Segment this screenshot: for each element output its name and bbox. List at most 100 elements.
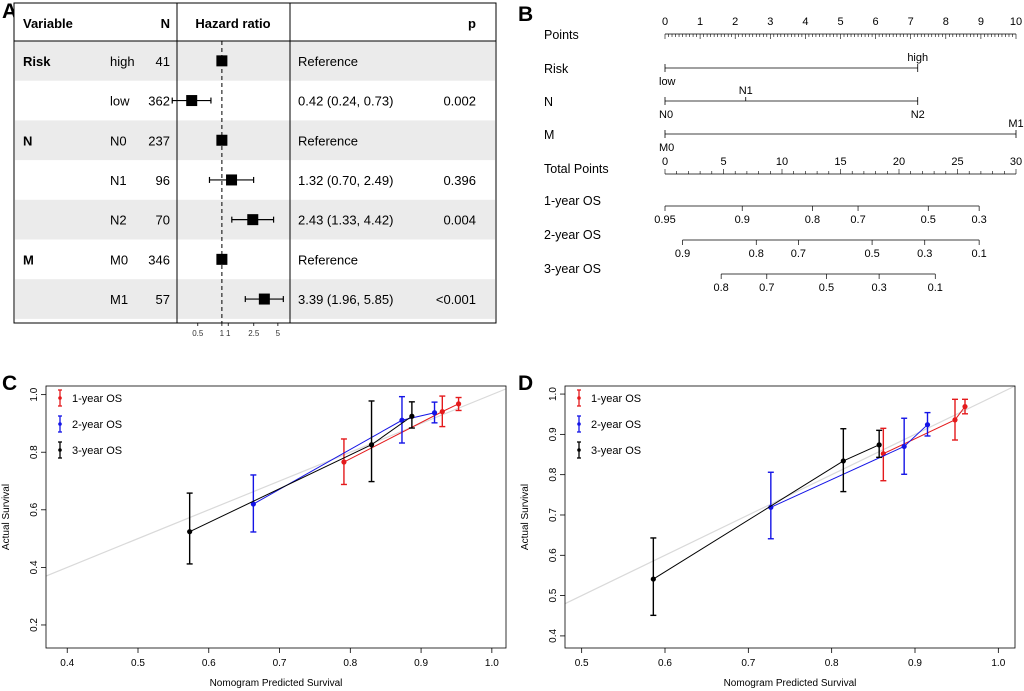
x-tick-label: 0.9 (908, 658, 922, 669)
data-point (399, 417, 405, 423)
x-tick-label: 1.0 (991, 658, 1005, 669)
variable-level-label: N0 (659, 109, 673, 121)
data-point (341, 459, 347, 465)
plot-frame (564, 385, 1016, 649)
legend-label: 3-year OS (591, 445, 641, 457)
x-tick-label: 0.6 (202, 658, 216, 669)
row-estimate: 2.43 (1.33, 4.42) (298, 213, 393, 228)
row-n: 362 (148, 94, 170, 109)
y-tick-label: 0.6 (548, 548, 559, 562)
legend-point (58, 448, 62, 452)
row-n: 96 (156, 173, 170, 188)
legend-point (577, 448, 581, 452)
data-point (962, 403, 968, 410)
data-point (431, 410, 438, 416)
panel-label-a: A (2, 0, 18, 23)
data-point (840, 458, 846, 464)
axis-label: 20 (893, 156, 905, 168)
prob-label: 0.1 (971, 248, 986, 260)
data-point (439, 409, 445, 415)
row-level: N1 (110, 173, 127, 188)
row-band (15, 120, 495, 161)
ideal-diagonal (564, 385, 1016, 605)
nomogram-row-label: Points (544, 28, 579, 42)
y-axis-label: Actual Survival (1, 484, 12, 550)
row-p-value: 0.004 (443, 213, 476, 228)
data-point (768, 504, 774, 510)
axis-label: 5 (720, 156, 726, 168)
axis-label: 1 (697, 16, 703, 28)
x-tick-label: 0.8 (825, 658, 839, 669)
prob-label: 0.5 (864, 248, 879, 260)
data-point (187, 529, 193, 535)
legend-label: 2-year OS (591, 419, 641, 431)
data-point (876, 442, 882, 448)
variable-level-label: high (907, 52, 928, 64)
hazard-point (186, 95, 198, 107)
hazard-point (258, 293, 270, 305)
header-variable: Variable (23, 16, 73, 31)
ideal-diagonal (45, 388, 507, 577)
prob-label: 0.1 (928, 282, 943, 294)
nomogram-row-label: 2-year OS (544, 228, 601, 242)
x-tick-label: 0.5 (131, 658, 145, 669)
row-n: 237 (148, 133, 170, 148)
axis-label: 30 (1010, 156, 1022, 168)
row-n: 70 (156, 213, 170, 228)
legend-point (58, 396, 62, 400)
axis-label: 8 (943, 16, 949, 28)
y-tick-label: 0.2 (29, 618, 40, 632)
row-p-value: <0.001 (436, 292, 476, 307)
hazard-point (226, 174, 238, 186)
row-n: 346 (148, 252, 170, 267)
hazard-point (247, 214, 259, 226)
row-level: high (110, 54, 135, 69)
row-level: M1 (110, 292, 128, 307)
y-tick-label: 0.8 (29, 445, 40, 459)
row-p-value: 0.002 (443, 94, 476, 109)
row-estimate: Reference (298, 252, 358, 267)
y-tick-label: 0.6 (29, 502, 40, 516)
row-group: N (23, 133, 32, 148)
axis-label: 5 (837, 16, 843, 28)
calibration-plot-d: 0.5 0.6 0.7 0.8 0.9 1.0 0.4 0.5 0.6 0.7 0.8 0.9 1.0 N… (520, 385, 1016, 689)
prob-label: 0.95 (654, 214, 675, 226)
y-tick-label: 0.8 (548, 467, 559, 481)
row-estimate: 3.39 (1.96, 5.85) (298, 292, 393, 307)
data-point (250, 501, 256, 507)
prob-label: 0.9 (735, 214, 750, 226)
axis-tick-label: 5 (276, 329, 281, 338)
y-tick-label: 1.0 (548, 387, 559, 401)
y-tick-label: 0.4 (548, 629, 559, 643)
row-level: N2 (110, 213, 127, 228)
row-estimate: Reference (298, 133, 358, 148)
row-estimate: 1.32 (0.70, 2.49) (298, 173, 393, 188)
variable-level-label: N1 (739, 85, 753, 97)
y-tick-label: 0.4 (29, 560, 40, 574)
prob-label: 0.7 (759, 282, 774, 294)
prob-label: 0.5 (819, 282, 834, 294)
row-band (15, 41, 495, 81)
axis-label: 10 (776, 156, 788, 168)
series-line (653, 444, 880, 580)
axis-label: 0 (662, 16, 668, 28)
calibration-plot-c: 0.4 0.5 0.6 0.7 0.8 0.9 1.0 0.2 0.4 0.6 0.8 1.0 Nomo… (1, 385, 507, 689)
prob-label: 0.9 (675, 248, 690, 260)
header-n: N (161, 16, 170, 31)
data-point (650, 576, 656, 582)
prob-label: 0.3 (917, 248, 932, 260)
data-point (455, 401, 462, 407)
axis-label: 6 (873, 16, 879, 28)
nomogram-row-label: N (544, 95, 553, 109)
nomogram: Points 0 1 2 3 4 5 6 7 8 9 10 Risk low high N N0 N1 N2 M M0 M… (544, 16, 1024, 294)
hazard-point (216, 134, 228, 146)
variable-level-label: low (659, 76, 676, 88)
axis-tick-label: 2.5 (248, 329, 260, 338)
y-tick-label: 1.0 (29, 387, 40, 401)
row-estimate: 0.42 (0.24, 0.73) (298, 94, 393, 109)
axis-label: 3 (767, 16, 773, 28)
y-tick-label: 0.5 (548, 588, 559, 602)
y-axis-label: Actual Survival (520, 484, 531, 550)
legend-label: 2-year OS (72, 419, 122, 431)
x-tick-label: 0.8 (343, 658, 357, 669)
